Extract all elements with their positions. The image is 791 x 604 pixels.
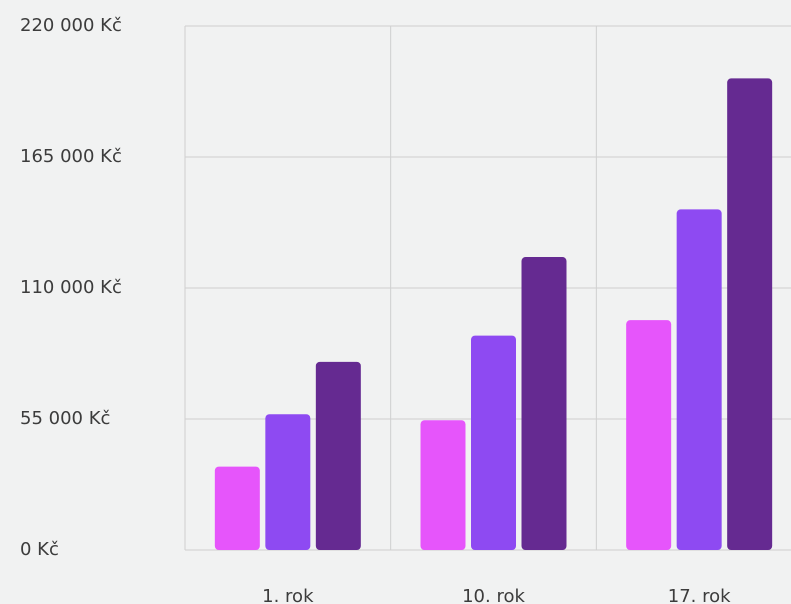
y-tick-label: 55 000 Kč bbox=[20, 408, 110, 429]
y-tick-label: 220 000 Kč bbox=[20, 15, 122, 36]
y-tick-label: 0 Kč bbox=[20, 539, 59, 560]
bar bbox=[626, 320, 672, 550]
x-tick-label: 1. rok bbox=[262, 586, 314, 604]
bar bbox=[265, 414, 311, 550]
bar bbox=[214, 466, 260, 550]
x-tick-label: 17. rok bbox=[668, 586, 731, 604]
bar bbox=[521, 257, 567, 550]
bar bbox=[676, 209, 722, 550]
y-tick-label: 110 000 Kč bbox=[20, 277, 122, 298]
bar bbox=[420, 420, 466, 550]
x-tick-label: 10. rok bbox=[462, 586, 525, 604]
bar bbox=[471, 335, 516, 550]
bar bbox=[315, 361, 361, 550]
bar bbox=[727, 78, 773, 551]
y-tick-label: 165 000 Kč bbox=[20, 146, 122, 167]
